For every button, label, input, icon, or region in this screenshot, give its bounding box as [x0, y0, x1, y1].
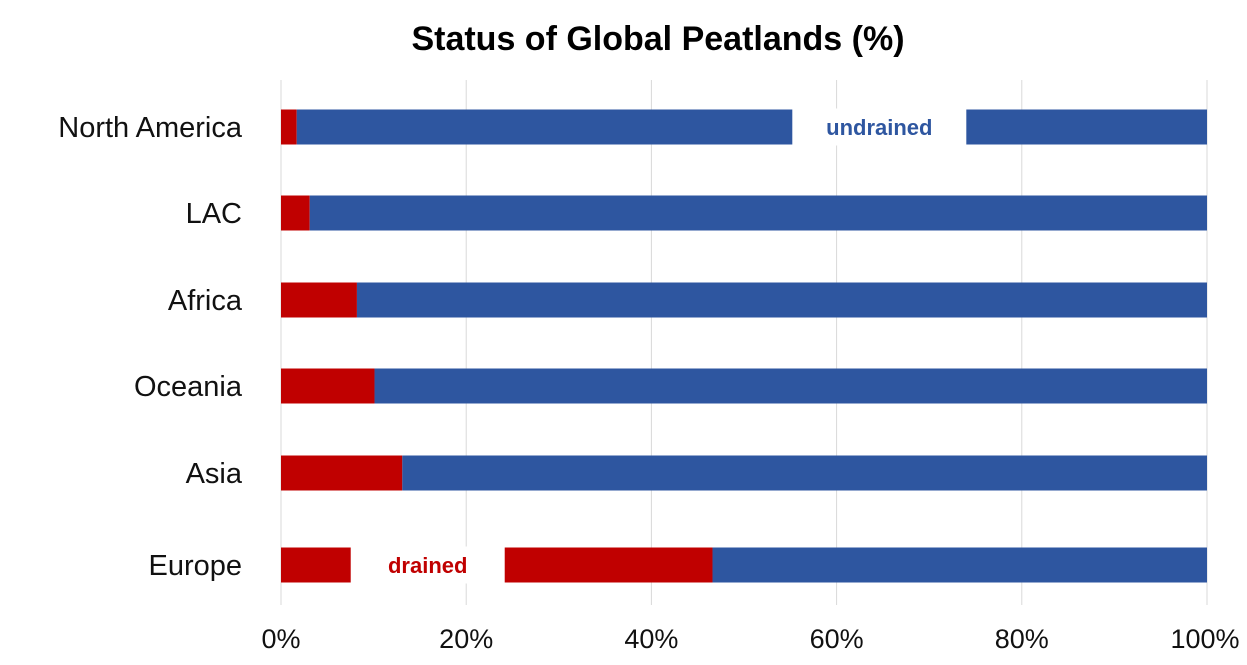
bar-drained — [281, 195, 310, 231]
bar-undrained — [356, 282, 1207, 318]
x-tick-label: 20% — [439, 624, 493, 654]
category-label: Asia — [186, 458, 243, 490]
x-tick-labels: 0% 20% 40% 60% 80% 100% — [261, 624, 1239, 654]
x-tick-label: 0% — [261, 624, 300, 654]
segment-labels: undrained drained — [350, 108, 967, 584]
category-label: LAC — [186, 198, 242, 230]
chart-title: Status of Global Peatlands (%) — [411, 20, 904, 58]
segment-label-box — [350, 546, 505, 584]
bar-drained — [281, 455, 403, 491]
category-label: Africa — [168, 285, 243, 317]
bars — [281, 109, 1207, 583]
bar-drained — [281, 282, 357, 318]
bar-undrained — [712, 547, 1207, 583]
bar-drained — [281, 368, 375, 404]
bar-undrained — [402, 455, 1207, 491]
segment-label-box — [792, 108, 967, 146]
segment-label-undrained: undrained — [826, 115, 932, 140]
category-label: Oceania — [134, 371, 243, 403]
bar-undrained — [296, 109, 1207, 145]
bar-undrained — [374, 368, 1207, 404]
x-tick-label: 40% — [624, 624, 678, 654]
bar-drained — [281, 109, 297, 145]
x-tick-label: 60% — [810, 624, 864, 654]
gridlines — [280, 80, 1208, 605]
category-label: North America — [58, 112, 243, 144]
x-tick-label: 100% — [1170, 624, 1239, 654]
bar-undrained — [309, 195, 1207, 231]
category-labels: North America LAC Africa Oceania Asia Europe — [58, 112, 243, 582]
x-tick-label: 80% — [995, 624, 1049, 654]
segment-label-drained: drained — [388, 553, 467, 578]
category-label: Europe — [148, 550, 242, 582]
